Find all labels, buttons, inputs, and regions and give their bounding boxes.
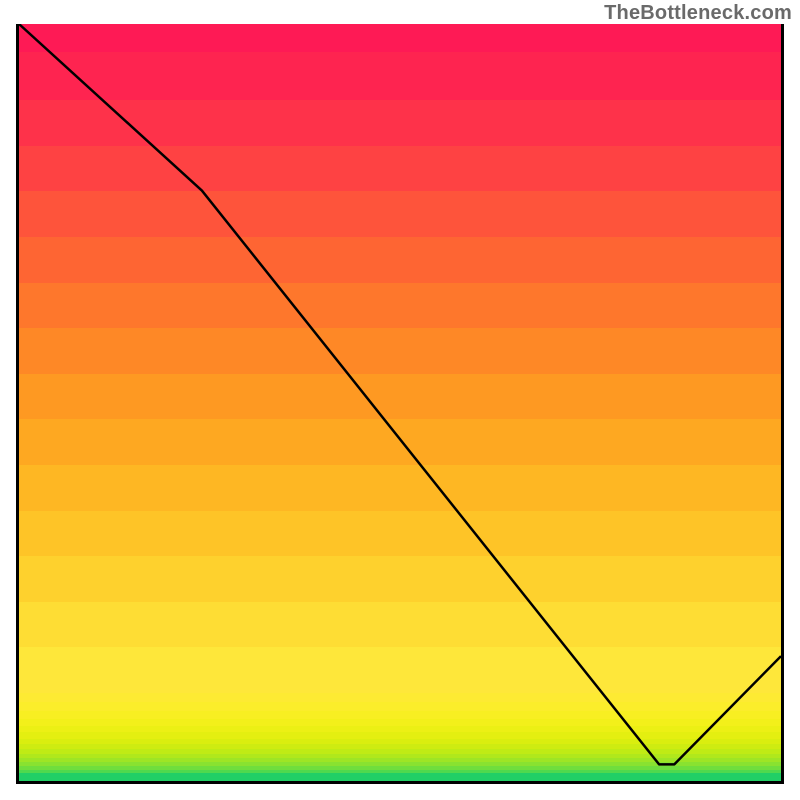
- curve-line: [19, 24, 781, 764]
- curve-overlay: [19, 24, 781, 781]
- watermark-text: TheBottleneck.com: [604, 2, 792, 25]
- plot-area: [16, 24, 784, 784]
